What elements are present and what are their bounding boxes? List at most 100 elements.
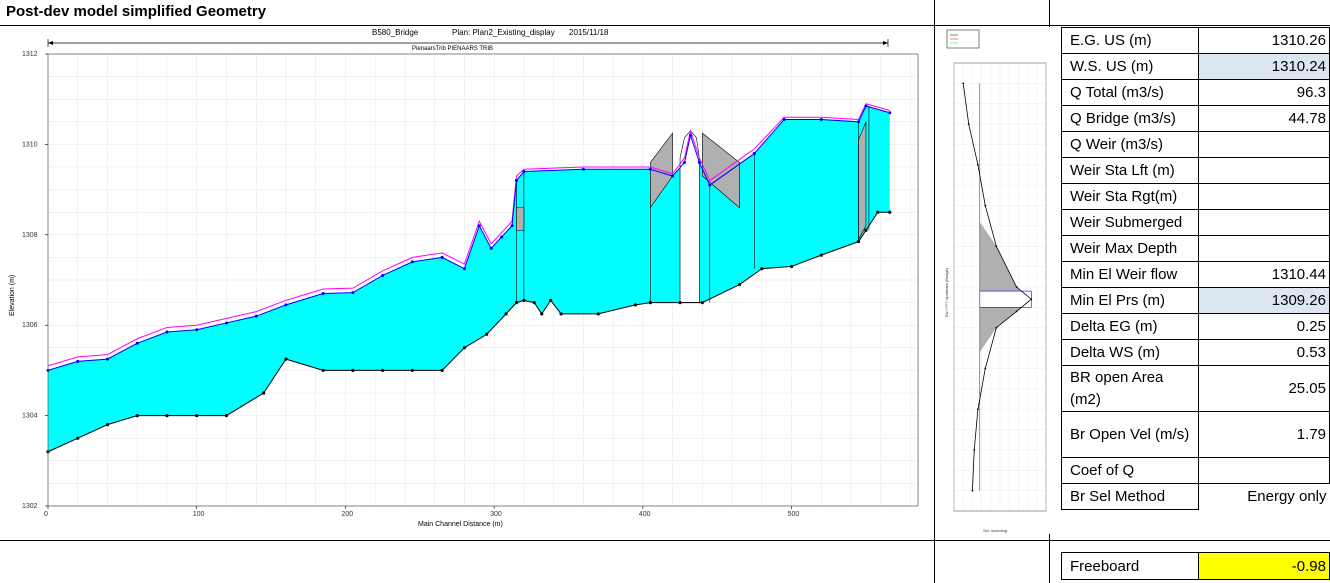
water-surface-point — [819, 118, 823, 122]
stats-row: Coef of Q — [1060, 457, 1330, 484]
water-surface-point — [510, 224, 514, 228]
stats-value — [1198, 235, 1330, 262]
y-tick-label: 1308 — [22, 232, 38, 239]
bed-point — [485, 332, 489, 336]
stats-value: 1.79 — [1198, 411, 1330, 458]
bed-point — [165, 414, 169, 418]
stats-label: Weir Sta Rgt(m) — [1060, 183, 1200, 210]
water-surface-point — [688, 133, 692, 137]
water-surface-point — [321, 292, 325, 296]
water-surface-point — [522, 170, 526, 174]
stats-label: Delta EG (m) — [1060, 313, 1200, 340]
stats-row: Delta WS (m) 0.53 — [1060, 339, 1330, 366]
water-surface-point — [671, 174, 675, 178]
water-surface-point — [440, 255, 444, 259]
bed-point — [522, 298, 526, 302]
water-surface-point — [477, 224, 481, 228]
stats-value: 1310.44 — [1198, 261, 1330, 288]
water-surface-point — [864, 104, 868, 108]
xsec-plot — [962, 82, 1033, 492]
bed-point — [440, 368, 444, 372]
water-surface-point — [752, 151, 756, 155]
bed-point — [700, 301, 704, 305]
y-tick-label: 1312 — [22, 51, 38, 58]
stats-row: Delta EG (m) 0.25 — [1060, 313, 1330, 340]
bed-point — [596, 312, 600, 316]
stats-label: Weir Sta Lft (m) — [1060, 157, 1200, 184]
stats-value — [1198, 209, 1330, 236]
water-area — [48, 105, 890, 452]
stats-label: W.S. US (m) — [1060, 53, 1200, 80]
bed-point — [284, 357, 288, 361]
x-tick-label: 200 — [341, 511, 353, 518]
water-surface-point — [135, 341, 139, 345]
bed-point — [678, 301, 682, 305]
freeboard-table: Freeboard -0.98 — [1060, 552, 1330, 580]
stats-label: Weir Submerged — [1060, 209, 1200, 236]
bed-point — [381, 368, 385, 372]
stats-label: Min El Weir flow — [1060, 261, 1200, 288]
water-surface-point — [648, 167, 652, 171]
stats-row: Q Weir (m3/s) — [1060, 131, 1330, 158]
water-surface-point — [351, 291, 355, 295]
stats-label: Q Total (m3/s) — [1060, 79, 1200, 106]
water-surface-point — [284, 303, 288, 307]
bed-point — [819, 253, 823, 257]
bed-point — [633, 303, 638, 307]
water-surface-point — [410, 260, 414, 264]
bed-point — [224, 414, 229, 418]
xsec-point — [977, 163, 979, 166]
xsec-y-label: Elv.+??? Upstream (Bridge) — [944, 267, 949, 317]
bridge-xsection-chart: Elv.+??? Upstream (Bridge) Sel: incoming — [941, 27, 1051, 534]
water-surface-point — [224, 321, 228, 325]
stats-value: 44.78 — [1198, 105, 1330, 132]
bed-line — [47, 211, 890, 453]
bed-point — [864, 228, 868, 232]
bed-point — [321, 368, 325, 372]
water-surface-point — [697, 160, 701, 164]
xsec-opening — [979, 290, 1032, 308]
stats-label: E.G. US (m) — [1060, 27, 1200, 54]
water-surface-point — [888, 111, 892, 115]
bed-point — [105, 423, 110, 427]
xsec-point — [984, 204, 987, 207]
stats-value: 1310.26 — [1198, 27, 1330, 54]
bed-point — [410, 368, 414, 372]
stats-label: Coef of Q — [1060, 457, 1200, 484]
bed-point — [504, 312, 508, 316]
downstream-pier — [858, 121, 867, 240]
freeboard-row: Freeboard -0.98 — [1060, 552, 1330, 580]
x-tick-label: 300 — [490, 511, 502, 518]
xsec-fill — [979, 221, 1032, 353]
profile-title-plan: Plan: Plan2_Existing_display — [452, 28, 555, 37]
stats-label: Q Weir (m3/s) — [1060, 131, 1200, 158]
water-surface-point — [254, 314, 258, 318]
profile-title-name: B580_Bridge — [372, 28, 419, 37]
x-tick-label: 500 — [788, 511, 800, 518]
xsec-point — [1015, 286, 1018, 288]
water-surface-point — [489, 246, 493, 250]
stats-label: Br Open Vel (m/s) — [1060, 411, 1200, 458]
profile-axes: 0 100 200 300 400 500 1302 1304 1306 1308 1310 1312 — [22, 51, 919, 518]
stats-value: 1310.24 — [1198, 53, 1330, 80]
water-surface-line — [47, 105, 890, 371]
legend-box — [946, 29, 980, 49]
bridge-opening — [679, 130, 700, 303]
stats-row: Weir Max Depth — [1060, 235, 1330, 262]
profile-x-label: Main Channel Distance (m) — [418, 521, 503, 528]
xsec-point — [984, 367, 987, 370]
reach-label: PienaarsTrib PIENAARS TRIB — [412, 46, 493, 52]
xsec-point — [971, 489, 974, 492]
bed-point — [195, 414, 199, 418]
stats-value — [1198, 457, 1330, 484]
x-tick-label: 0 — [44, 511, 48, 518]
freeboard-value: -0.98 — [1198, 552, 1330, 580]
bed-point — [856, 239, 861, 244]
water-surface-point — [195, 328, 199, 332]
stats-label: Delta WS (m) — [1060, 339, 1200, 366]
water-surface-point — [76, 359, 80, 363]
xsec-point — [967, 123, 970, 125]
stats-row: Min El Weir flow 1310.44 — [1060, 261, 1330, 288]
bed-point — [351, 368, 355, 372]
